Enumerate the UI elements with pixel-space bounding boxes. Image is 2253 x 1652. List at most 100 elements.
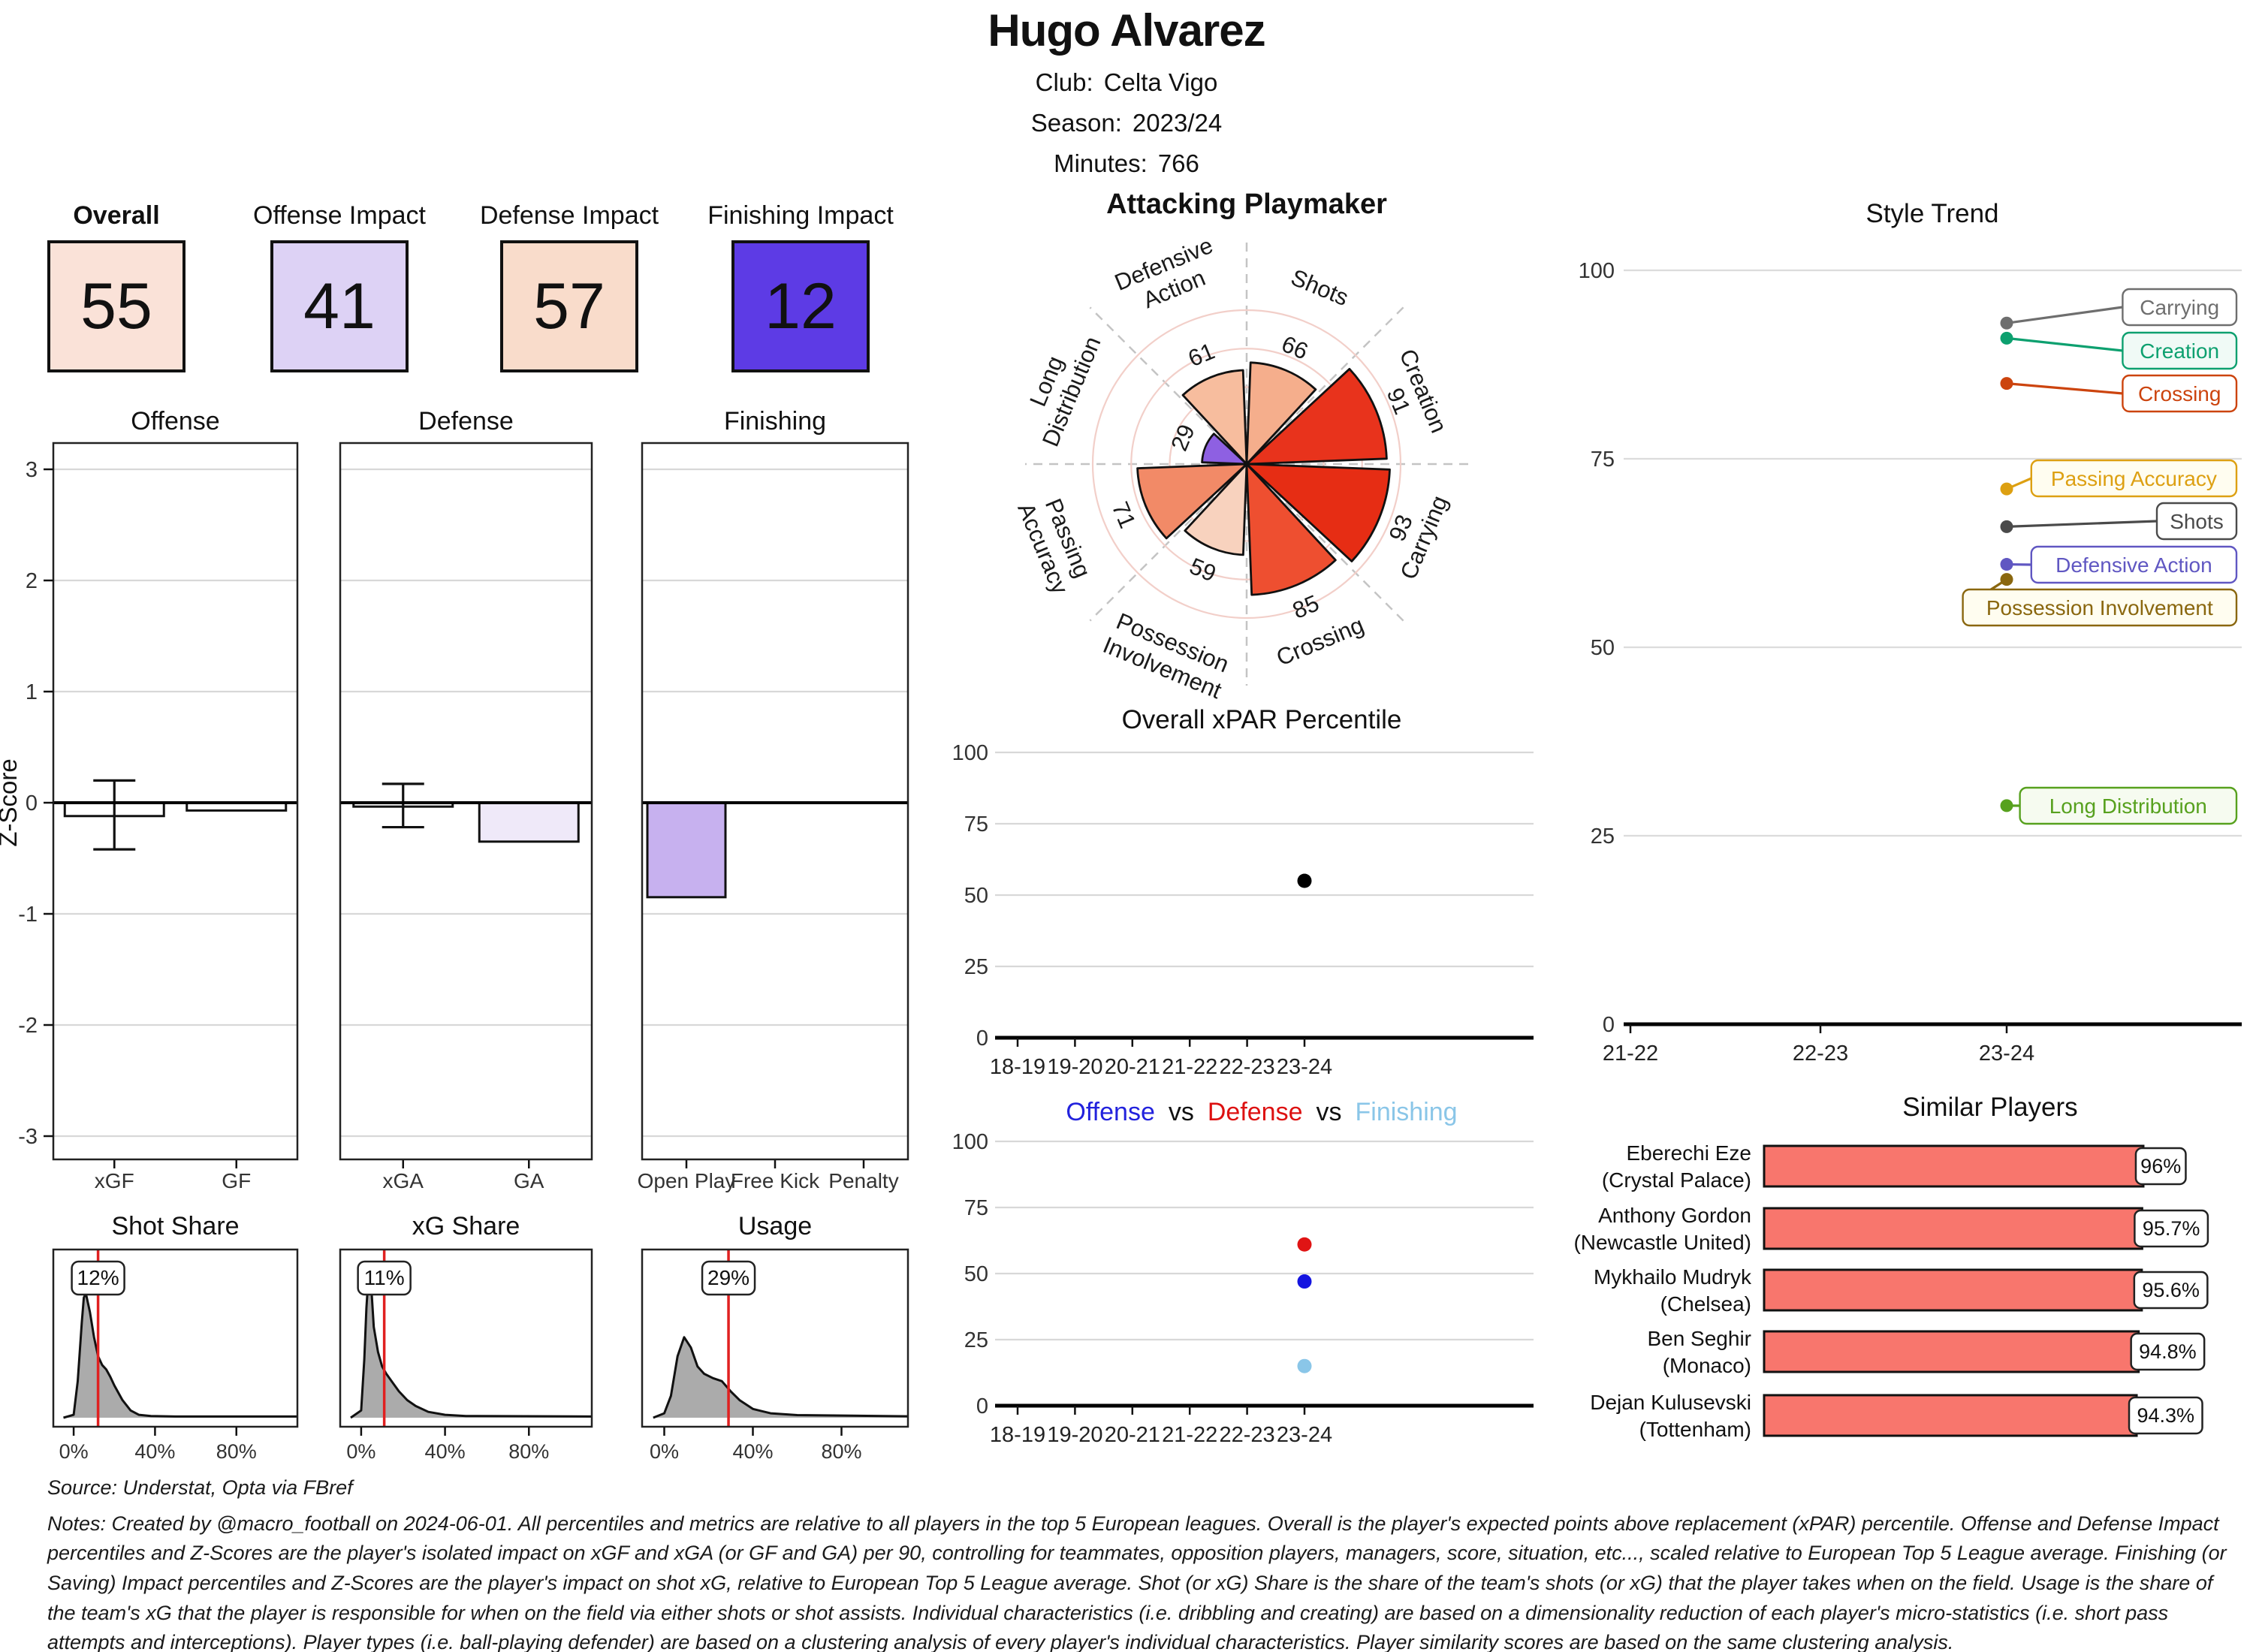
y-tick-label: 100	[952, 741, 988, 765]
y-tick-label: 0	[976, 1026, 988, 1051]
radar-value-label: 71	[1107, 498, 1142, 532]
radar-value-label: 61	[1184, 338, 1218, 372]
x-tick-label: 40%	[425, 1440, 466, 1463]
x-tick-label: 0%	[59, 1440, 89, 1463]
metric-value-box: 41	[270, 240, 409, 372]
data-point	[1297, 1274, 1312, 1289]
y-tick-label: 50	[964, 1262, 988, 1286]
similarity-bar	[1763, 1268, 2143, 1312]
attacking-playmaker-radar: Attacking Playmaker66Shots91Creation93Ca…	[1012, 188, 1468, 704]
metric-value-box: 55	[47, 240, 185, 372]
x-tick-label: GA	[514, 1169, 544, 1192]
radar-sector	[1136, 463, 1248, 540]
series-label-box	[2019, 786, 2238, 825]
panel-title: Offense	[131, 407, 219, 436]
similarity-value: 96%	[2140, 1155, 2181, 1177]
y-tick-label: 50	[1591, 636, 1615, 660]
similarity-value: 94.8%	[2139, 1340, 2197, 1363]
panel-border	[339, 1248, 593, 1428]
metric-overall: Overall 55	[47, 201, 185, 372]
impact-metric-boxes: Overall 55 Offense Impact 41 Defense Impact 5…	[0, 201, 946, 381]
y-tick-label: 0	[976, 1394, 988, 1418]
radar-axis-label: PassingAccuracy	[1012, 489, 1099, 598]
y-tick-label: 25	[964, 955, 988, 979]
panel-title: Finishing	[724, 407, 826, 436]
minutes-value: 766	[1157, 149, 1199, 177]
data-point	[2000, 316, 2013, 330]
radar-axis-label: Shots	[1287, 264, 1353, 312]
similarity-badge	[2133, 1271, 2209, 1310]
density-curve	[653, 1336, 909, 1419]
player-name-label: Anthony Gordon (Newcastle United)	[1573, 1204, 1751, 1254]
metric-label: Offense Impact	[253, 201, 426, 230]
notes-paragraph: Notes: Created by @macro_football on 202…	[47, 1512, 2227, 1652]
x-tick-label: 22-23	[1220, 1423, 1275, 1447]
zscore-bar-charts: Z-Score Offense xGF GF Defense xGA GA Finishing…	[0, 407, 909, 1192]
panel-border	[52, 1248, 299, 1428]
panel-border	[339, 442, 593, 1161]
season-value: 2023/24	[1132, 109, 1223, 137]
y-tick-label: 100	[952, 1130, 988, 1154]
polar-grid-circle	[1207, 424, 1286, 504]
series-label: Shots	[2170, 510, 2224, 533]
y-axis-title: Z-Score	[0, 758, 22, 846]
series-label-box	[2122, 374, 2238, 413]
xpar-percentile-chart: 0 25 50 75 100 18-19 19-20 20-21 21-22 22-23 23-24…	[952, 705, 1534, 1079]
data-point	[2000, 520, 2013, 533]
y-tick-label: 50	[964, 884, 988, 908]
similarity-bar	[1763, 1394, 2138, 1437]
similarity-badge	[2130, 1332, 2206, 1371]
x-tick-label: 22-23	[1220, 1055, 1275, 1079]
x-tick-label: 20-21	[1105, 1055, 1160, 1079]
metric-defense-impact: Defense Impact 57	[480, 201, 659, 372]
marker-badge-label: 12%	[77, 1266, 119, 1289]
y-tick-label: -1	[18, 903, 38, 927]
y-tick-label: 3	[26, 458, 38, 482]
x-tick-label: 20-21	[1105, 1423, 1160, 1447]
x-tick-label: 19-20	[1047, 1055, 1102, 1079]
player-name: Hugo Alvarez	[988, 5, 1265, 56]
series-label: Passing Accuracy	[2051, 467, 2217, 490]
panel-border	[641, 1248, 909, 1428]
radar-sector	[1245, 463, 1337, 596]
series-label: Possession Involvement	[1986, 596, 2213, 620]
y-tick-label: 25	[1591, 824, 1615, 849]
y-tick-label: 1	[26, 680, 38, 704]
panel-title: Defense	[418, 407, 514, 436]
chart-title: Offense vs Defense vs Finishing	[1066, 1098, 1457, 1126]
data-point	[1297, 1358, 1312, 1373]
label-connector	[2006, 382, 2123, 395]
series-label: Crossing	[2138, 382, 2221, 405]
x-tick-label: 18-19	[990, 1423, 1045, 1447]
radar-sector	[1181, 369, 1248, 466]
series-label: Long Distribution	[2049, 794, 2207, 818]
x-tick-label: 40%	[134, 1440, 175, 1463]
data-point	[2000, 377, 2013, 390]
series-label: Carrying	[2140, 296, 2219, 319]
radar-sector	[1245, 367, 1388, 466]
y-tick-label: 2	[26, 569, 38, 593]
x-tick-label: GF	[222, 1169, 251, 1192]
x-tick-label: 23-24	[1979, 1042, 2034, 1066]
chart-title: Similar Players	[1902, 1093, 2077, 1122]
radar-sector	[1245, 463, 1391, 562]
x-tick-label: Penalty	[828, 1169, 898, 1192]
metric-label: Finishing Impact	[707, 201, 894, 230]
similarity-badge	[2134, 1147, 2187, 1186]
series-label-box	[2122, 288, 2238, 327]
x-tick-label: 0%	[650, 1440, 679, 1463]
panel-border	[52, 442, 299, 1161]
marker-badge	[71, 1260, 125, 1296]
x-tick-label: Free Kick	[731, 1169, 820, 1192]
series-label-box	[2155, 502, 2238, 541]
radar-sector	[1184, 463, 1248, 556]
similarity-bar	[1763, 1144, 2145, 1188]
minutes-line: Minutes: 766	[0, 149, 2253, 178]
polar-grid-circle	[1130, 348, 1363, 580]
metric-value-box: 57	[500, 240, 638, 372]
density-area	[63, 1293, 297, 1418]
y-tick-label: -3	[18, 1125, 38, 1149]
chart-title: Style Trend	[1865, 199, 1998, 228]
player-name-label: Eberechi Eze (Crystal Palace)	[1602, 1141, 1751, 1192]
